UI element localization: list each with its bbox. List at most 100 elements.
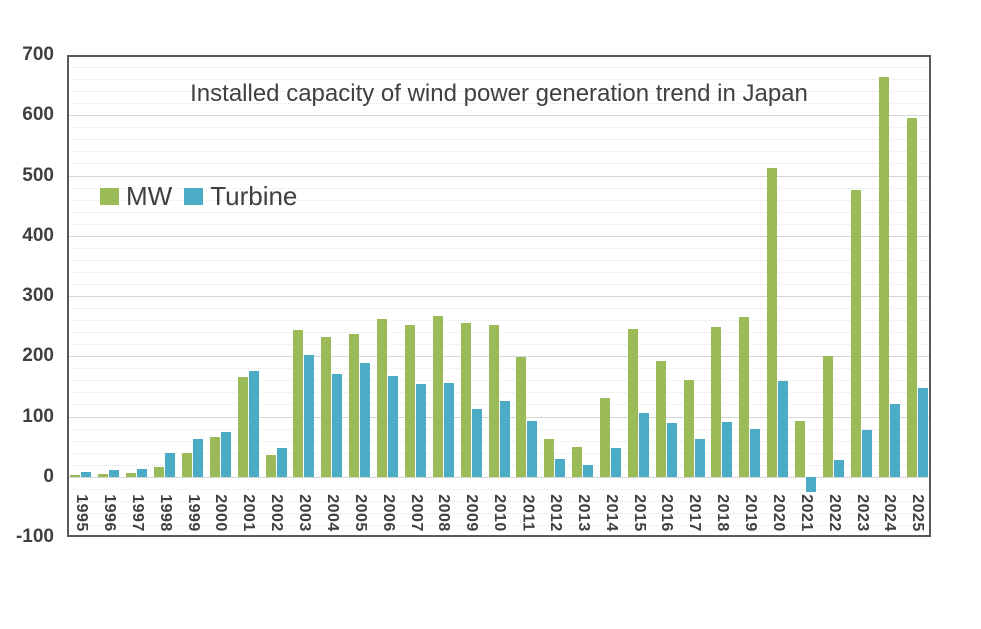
- y-axis-tick-label: 0: [43, 465, 54, 487]
- gridline-minor: [67, 500, 931, 502]
- turbine-swatch-icon: [184, 188, 204, 205]
- bar-turbine-2016: [666, 422, 677, 477]
- gridline-minor: [67, 452, 931, 454]
- legend-item-mw: MW: [100, 181, 172, 212]
- x-axis-tick-label-2025: 2025: [909, 493, 927, 532]
- bar-turbine-2002: [276, 448, 287, 477]
- bar-turbine-2023: [861, 430, 872, 477]
- bar-mw-2017: [683, 380, 694, 477]
- gridline-minor: [67, 283, 931, 285]
- gridline-minor: [67, 392, 931, 394]
- bar-turbine-2013: [583, 465, 594, 477]
- gridline-major: [67, 356, 931, 358]
- gridline-minor: [67, 440, 931, 442]
- bar-turbine-2003: [304, 355, 315, 477]
- gridline-minor: [67, 344, 931, 346]
- bar-mw-2013: [572, 446, 583, 477]
- bar-turbine-2010: [499, 400, 510, 477]
- plot-area: 1995 1996 1997 1998 1999 2000 2001 2002 2003 2004…: [67, 55, 931, 537]
- gridline-major: [67, 175, 931, 177]
- gridline-minor: [67, 512, 931, 514]
- bar-mw-2007: [404, 324, 415, 477]
- gridline-minor: [67, 103, 931, 105]
- bar-turbine-2019: [750, 429, 761, 477]
- bar-mw-2002: [265, 455, 276, 477]
- bar-turbine-2011: [527, 420, 538, 477]
- bar-mw-2000: [209, 436, 220, 477]
- bar-mw-2022: [822, 356, 833, 477]
- bar-mw-2012: [544, 438, 555, 477]
- bar-turbine-2021: [806, 476, 817, 492]
- bar-mw-2018: [711, 326, 722, 477]
- gridline-minor: [67, 428, 931, 430]
- legend: MW Turbine: [100, 181, 297, 212]
- bar-mw-1996: [98, 473, 109, 477]
- bar-turbine-2007: [415, 383, 426, 477]
- bar-turbine-2024: [889, 403, 900, 477]
- y-axis-tick-label: 500: [22, 164, 54, 186]
- bar-mw-2014: [599, 398, 610, 477]
- y-axis-tick-label: 100: [22, 405, 54, 427]
- bar-turbine-2020: [778, 380, 789, 477]
- bar-turbine-1997: [137, 468, 148, 477]
- bar-turbine-2001: [248, 370, 259, 477]
- legend-label-turbine: Turbine: [210, 181, 298, 211]
- bar-mw-1999: [181, 452, 192, 477]
- gridline-major: [67, 235, 931, 237]
- gridline-minor: [67, 380, 931, 382]
- bar-turbine-2000: [220, 432, 231, 477]
- mw-swatch-icon: [100, 188, 119, 205]
- bar-mw-2004: [321, 336, 332, 477]
- gridline-minor: [67, 308, 931, 310]
- bar-mw-2005: [349, 333, 360, 477]
- bar-mw-2009: [460, 322, 471, 477]
- gridline-minor: [67, 139, 931, 141]
- bar-turbine-2014: [610, 448, 621, 477]
- bar-turbine-2025: [917, 387, 928, 477]
- bar-mw-2011: [516, 356, 527, 477]
- gridline-minor: [67, 151, 931, 153]
- gridline-minor: [67, 271, 931, 273]
- bar-mw-2001: [237, 376, 248, 477]
- bar-mw-2025: [906, 117, 917, 477]
- bar-turbine-2018: [722, 421, 733, 477]
- legend-label-mw: MW: [126, 181, 173, 211]
- bar-turbine-2004: [332, 373, 343, 477]
- bar-turbine-1998: [165, 452, 176, 477]
- gridline-minor: [67, 488, 931, 490]
- bar-mw-1998: [154, 467, 165, 477]
- bar-mw-2023: [850, 189, 861, 477]
- gridline-minor: [67, 332, 931, 334]
- bar-turbine-2012: [555, 458, 566, 477]
- bar-turbine-2006: [388, 376, 399, 477]
- chart-title: Installed capacity of wind power generat…: [190, 80, 808, 107]
- gridline-minor: [67, 368, 931, 370]
- gridline-major: [67, 476, 931, 478]
- gridline-minor: [67, 187, 931, 189]
- gridline-major: [67, 296, 931, 297]
- gridline-minor: [67, 524, 931, 526]
- bar-turbine-2017: [694, 439, 705, 477]
- bar-mw-2003: [293, 330, 304, 477]
- bar-turbine-2005: [360, 363, 371, 477]
- gridline-minor: [67, 79, 931, 81]
- bar-mw-2010: [488, 324, 499, 477]
- gridline-minor: [67, 259, 931, 261]
- y-axis-tick-label: 300: [22, 285, 54, 306]
- gridline-minor: [67, 247, 931, 249]
- y-axis-tick-label: 400: [22, 224, 54, 246]
- bar-mw-2024: [878, 77, 889, 477]
- gridline-minor: [67, 211, 931, 213]
- y-axis-tick-label: 600: [22, 104, 54, 126]
- gridline-major: [67, 115, 931, 117]
- gridline-minor: [67, 199, 931, 201]
- bar-mw-1995: [70, 474, 81, 477]
- gridline-minor: [67, 223, 931, 225]
- bar-turbine-2008: [443, 382, 454, 477]
- gridline-minor: [67, 67, 931, 69]
- gridline-minor: [67, 404, 931, 406]
- bar-turbine-2009: [471, 409, 482, 477]
- y-axis-tick-label: -100: [15, 526, 54, 547]
- bar-mw-2006: [377, 318, 388, 477]
